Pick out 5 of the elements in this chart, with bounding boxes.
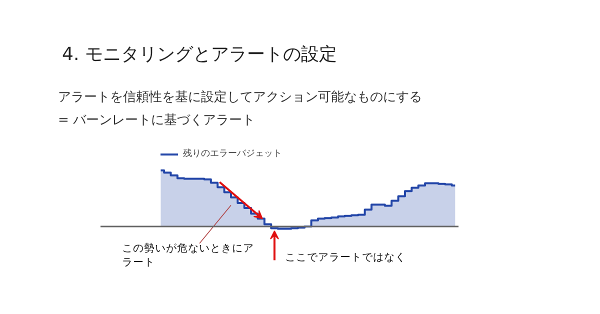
legend-label: 残りのエラーバジェット — [183, 148, 282, 160]
text: ここでアラートではなく — [285, 251, 406, 264]
chart-title: 4. モニタリングとアラートの設定 — [62, 43, 337, 67]
text: この勢いが危ないときにアラート — [122, 241, 254, 269]
chart-subtitle: アラートを信頼性を基に設定してアクション可能なものにする = バーンレートに基づくアラート — [58, 89, 422, 130]
